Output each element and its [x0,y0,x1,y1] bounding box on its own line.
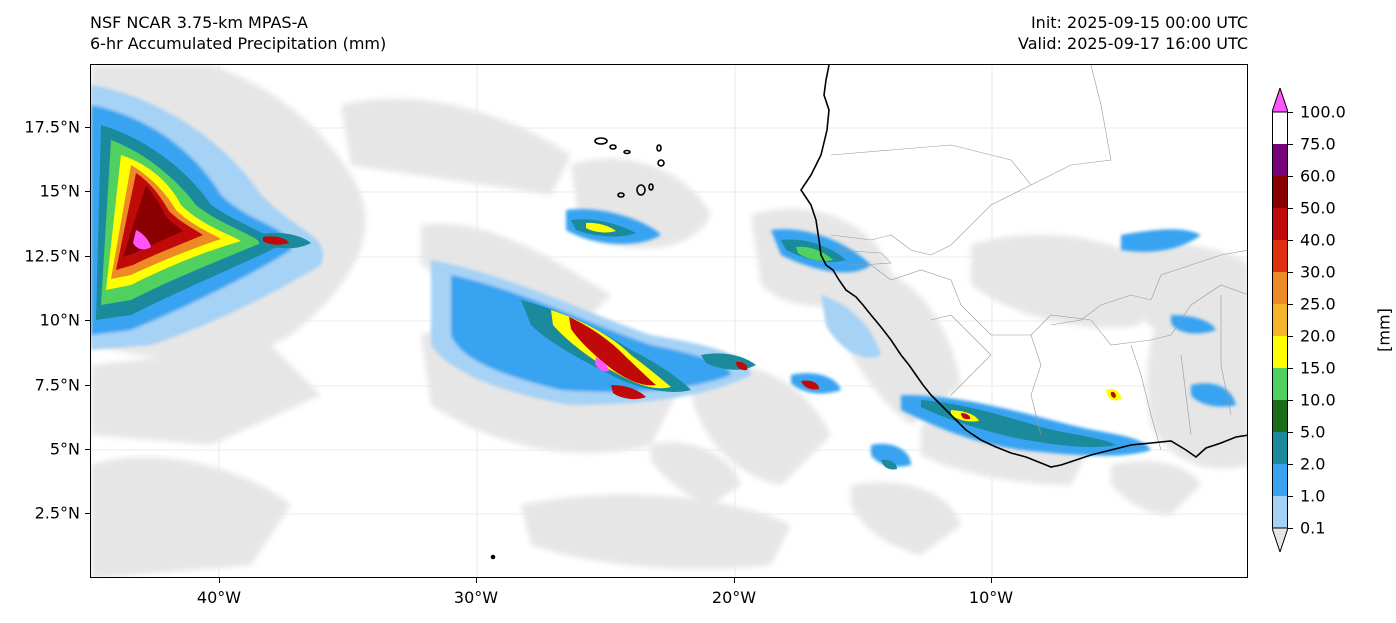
colorbar-bin [1272,432,1288,464]
colorbar-outline [1272,111,1288,529]
colorbar-tick [1288,368,1293,369]
colorbar-tick-label: 15.0 [1300,358,1336,378]
cape-verde-islands [490,137,665,560]
lon-tick [219,578,220,583]
lat-label: 2.5°N [34,503,80,523]
colorbar-tick [1288,304,1293,305]
valid-time: Valid: 2025-09-17 16:00 UTC [1017,34,1248,53]
time-block: Init: 2025-09-15 00:00 UTC Valid: 2025-0… [1018,12,1248,54]
colorbar [1272,88,1288,552]
colorbar-tick-label: 20.0 [1300,326,1336,346]
colorbar-tick-label: 0.1 [1300,518,1326,538]
init-time: Init: 2025-09-15 00:00 UTC [1030,13,1248,32]
lat-tick [85,256,90,257]
lon-label: 30°W [453,588,499,607]
colorbar-bin [1272,368,1288,400]
light-precip-areas [91,65,1247,577]
colorbar-tick-label: 30.0 [1300,262,1336,282]
map-panel [90,64,1248,578]
colorbar-bin [1272,240,1288,272]
colorbar-bin [1272,144,1288,176]
colorbar-tick-label: 10.0 [1300,390,1336,410]
lon-tick [734,578,735,583]
lat-tick [85,449,90,450]
lon-label: 10°W [968,588,1014,607]
field-title: 6-hr Accumulated Precipitation (mm) [90,34,387,53]
colorbar-tick-label: 1.0 [1300,486,1326,506]
lat-label: 17.5°N [24,117,80,137]
colorbar-tick-label: 2.0 [1300,454,1326,474]
colorbar-unit: [mm] [1374,308,1394,352]
colorbar-tick [1288,112,1293,113]
lat-tick [85,385,90,386]
lon-label: 20°W [711,588,757,607]
colorbar-extend-min [1272,527,1288,552]
colorbar-tick-label: 75.0 [1300,134,1336,154]
colorbar-bin [1272,400,1288,432]
lat-tick [85,127,90,128]
colorbar-tick-label: 40.0 [1300,230,1336,250]
colorbar-tick [1288,240,1293,241]
colorbar-tick [1288,272,1293,273]
model-title: NSF NCAR 3.75-km MPAS-A [90,13,308,32]
colorbar-tick-label: 60.0 [1300,166,1336,186]
colorbar-tick [1288,528,1293,529]
colorbar-tick [1288,144,1293,145]
heavy-precip-cores [96,125,1121,470]
lat-tick [85,320,90,321]
lat-label: 15°N [39,181,80,201]
colorbar-bin [1272,176,1288,208]
colorbar-bin [1272,336,1288,368]
country-borders [830,65,1247,451]
title-block: NSF NCAR 3.75-km MPAS-A 6-hr Accumulated… [90,12,386,54]
precip-map [91,65,1247,577]
colorbar-bin [1272,496,1288,528]
colorbar-tick [1288,208,1293,209]
coastline [800,65,1247,468]
colorbar-tick-label: 25.0 [1300,294,1336,314]
lat-label: 7.5°N [34,375,80,395]
lat-tick [85,191,90,192]
lon-label: 40°W [196,588,242,607]
lat-tick [85,513,90,514]
colorbar-bin [1272,464,1288,496]
colorbar-tick-label: 100.0 [1300,102,1346,122]
colorbar-bin [1272,304,1288,336]
lon-tick [991,578,992,583]
colorbar-tick [1288,464,1293,465]
colorbar-bin [1272,208,1288,240]
colorbar-tick [1288,336,1293,337]
colorbar-tick-label: 5.0 [1300,422,1326,442]
colorbar-tick [1288,400,1293,401]
colorbar-tick-label: 50.0 [1300,198,1336,218]
colorbar-bin [1272,272,1288,304]
colorbar-tick [1288,496,1293,497]
colorbar-tick [1288,176,1293,177]
colorbar-tick [1288,432,1293,433]
lat-label: 12.5°N [24,246,80,266]
lat-label: 10°N [39,310,80,330]
lon-tick [476,578,477,583]
lat-label: 5°N [49,439,80,459]
colorbar-extend-max [1272,88,1288,113]
